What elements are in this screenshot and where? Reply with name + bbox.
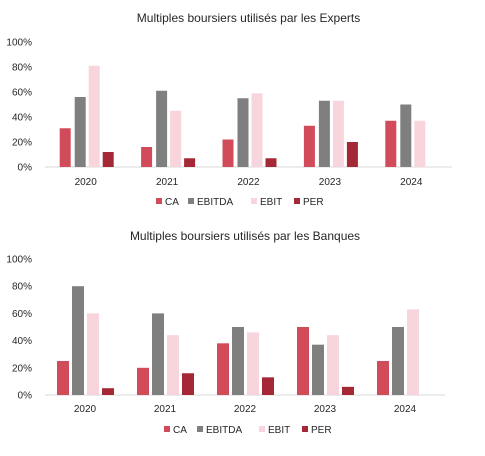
bar-ebit-2022 [251, 93, 263, 167]
bar-ebitda-2024 [392, 327, 404, 395]
x-category-label: 2024 [400, 177, 423, 188]
bar-ebitda-2023 [312, 344, 324, 395]
bar-per-2021 [184, 158, 196, 167]
bar-per-2020 [102, 152, 114, 167]
legend-label-ca: CA [173, 425, 187, 436]
x-category-label: 2022 [234, 404, 257, 415]
bar-ca-2020 [59, 128, 71, 167]
bar-ebitda-2023 [318, 100, 330, 167]
bar-per-2023 [346, 142, 358, 167]
bar-ebit-2024 [407, 309, 419, 395]
bar-ca-2024 [377, 361, 389, 395]
bar-ebit-2023 [327, 335, 339, 395]
bar-ebitda-2021 [156, 90, 168, 167]
legend-label-ebitda: EBITDA [197, 197, 233, 208]
y-tick-label: 40% [12, 336, 32, 347]
bar-ebitda-2022 [232, 327, 244, 395]
y-tick-label: 80% [12, 63, 32, 74]
bar-ebit-2021 [170, 110, 182, 167]
y-tick-label: 20% [12, 363, 32, 374]
bar-per-2022 [265, 158, 277, 167]
y-tick-label: 100% [6, 38, 32, 49]
legend-label-ebitda: EBITDA [206, 425, 242, 436]
y-tick-label: 100% [6, 255, 32, 266]
x-category-label: 2023 [319, 177, 342, 188]
chart-title: Multiples boursiers utilisés par les Exp… [137, 11, 360, 25]
bar-ebit-2021 [167, 335, 179, 395]
legend-swatch-ebit [259, 426, 265, 432]
bar-ebitda-2020 [72, 286, 84, 395]
legend-swatch-ca [156, 198, 162, 204]
legend-swatch-per [294, 198, 300, 204]
y-tick-label: 80% [12, 282, 32, 293]
legend-swatch-ebitda [197, 426, 203, 432]
legend-label-per: PER [311, 425, 332, 436]
y-tick-label: 60% [12, 88, 32, 99]
bar-ca-2022 [222, 139, 234, 167]
bar-ebit-2022 [247, 332, 259, 395]
x-category-label: 2021 [154, 404, 177, 415]
bar-ebitda-2024 [400, 104, 412, 167]
bar-ca-2020 [57, 361, 69, 395]
x-category-label: 2022 [237, 177, 260, 188]
bar-per-2021 [182, 373, 194, 395]
bar-per-2020 [102, 388, 114, 395]
x-category-label: 2020 [75, 177, 98, 188]
y-tick-label: 40% [12, 113, 32, 124]
legend-label-ebit: EBIT [268, 425, 290, 436]
chart-title: Multiples boursiers utilisés par les Ban… [130, 229, 360, 243]
x-category-label: 2021 [156, 177, 179, 188]
bar-ebitda-2021 [152, 313, 164, 395]
bar-ebit-2020 [88, 65, 100, 167]
legend-label-ebit: EBIT [260, 197, 282, 208]
x-category-label: 2020 [74, 404, 97, 415]
bar-ebit-2023 [332, 100, 344, 167]
bar-per-2022 [262, 377, 274, 395]
bar-ebitda-2022 [237, 98, 249, 167]
y-tick-label: 60% [12, 309, 32, 320]
legend-swatch-ebitda [188, 198, 194, 204]
bar-ca-2023 [297, 327, 309, 395]
bar-ca-2023 [303, 125, 315, 167]
legend-swatch-per [302, 426, 308, 432]
bar-ebitda-2020 [74, 97, 86, 167]
bar-per-2023 [342, 386, 354, 395]
y-tick-label: 0% [18, 391, 33, 402]
legend-label-ca: CA [165, 197, 179, 208]
y-tick-label: 0% [18, 163, 33, 174]
bar-ebit-2020 [87, 313, 99, 395]
legend-swatch-ebit [251, 198, 257, 204]
legend-swatch-ca [164, 426, 170, 432]
bar-ca-2021 [137, 367, 149, 395]
legend-label-per: PER [303, 197, 324, 208]
y-tick-label: 20% [12, 138, 32, 149]
x-category-label: 2023 [314, 404, 337, 415]
bar-ca-2022 [217, 343, 229, 395]
x-category-label: 2024 [394, 404, 417, 415]
bar-ca-2021 [141, 147, 153, 167]
bar-ca-2024 [385, 120, 397, 167]
bar-ebit-2024 [414, 120, 426, 167]
